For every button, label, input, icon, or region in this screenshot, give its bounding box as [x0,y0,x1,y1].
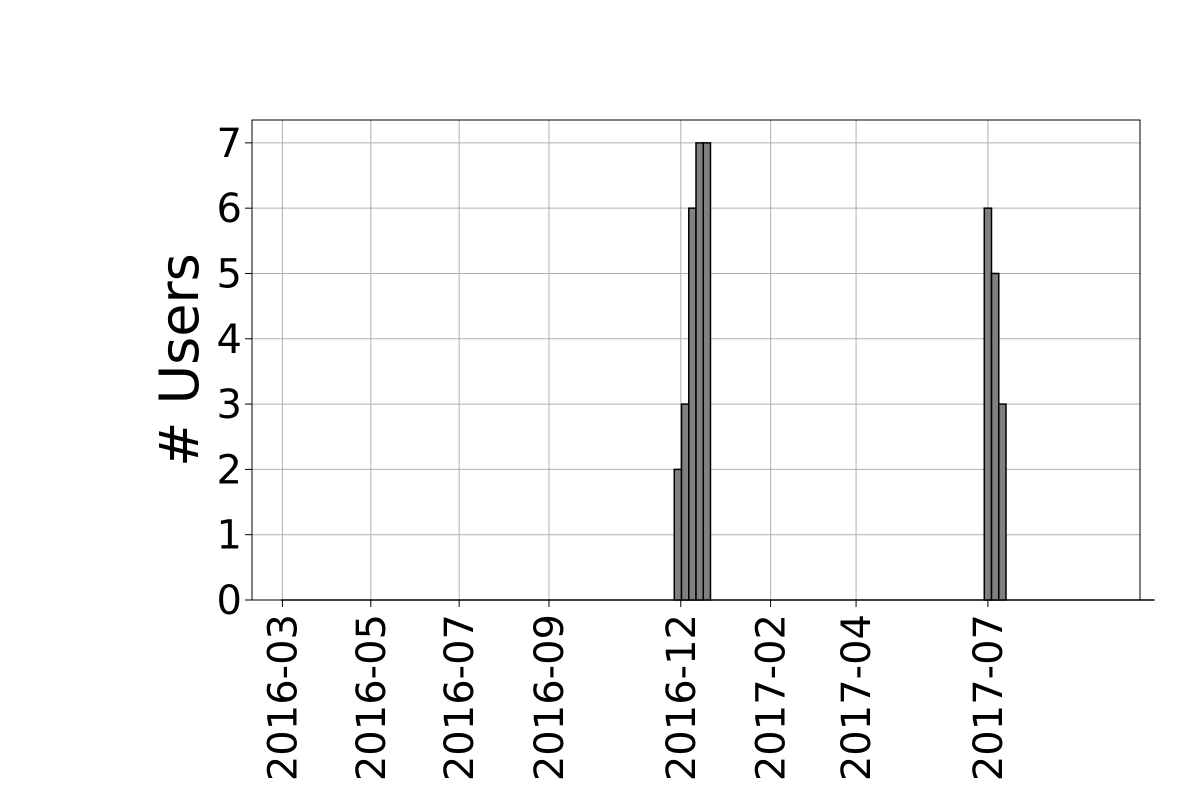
x-tick-label: 2017-07 [966,614,1012,781]
bar [998,403,1007,601]
y-tick-label: 6 [217,186,242,232]
bar [688,207,697,601]
x-tick-label: 2016-12 [659,614,705,781]
x-tick-label: 2016-03 [260,614,306,781]
y-tick-label: 7 [217,121,242,167]
bar [702,142,712,601]
x-tick-label: 2017-04 [834,614,880,781]
y-tick-label: 5 [217,251,242,297]
y-axis-label: # Users [148,253,211,467]
y-axis: 0 1 2 3 4 5 6 7 [217,121,252,624]
y-tick-label: 0 [217,578,242,624]
bar [983,207,993,601]
y-tick-label: 2 [217,447,242,493]
plot-frame [251,119,1141,601]
bar [990,272,1000,601]
x-tick-label: 2017-02 [749,614,795,781]
x-axis: 2016-03 2016-05 2016-07 2016-09 2016-12 2017-… [260,600,1012,781]
bars [673,142,1007,601]
bar [695,142,704,601]
bar [673,468,683,601]
x-tick-label: 2016-07 [437,614,483,781]
bar [680,403,690,601]
y-tick-label: 1 [217,513,242,559]
x-tick-label: 2016-05 [349,614,395,781]
x-tick-label: 2016-09 [527,614,573,781]
y-tick-label: 3 [217,382,242,428]
y-tick-label: 4 [217,317,242,363]
